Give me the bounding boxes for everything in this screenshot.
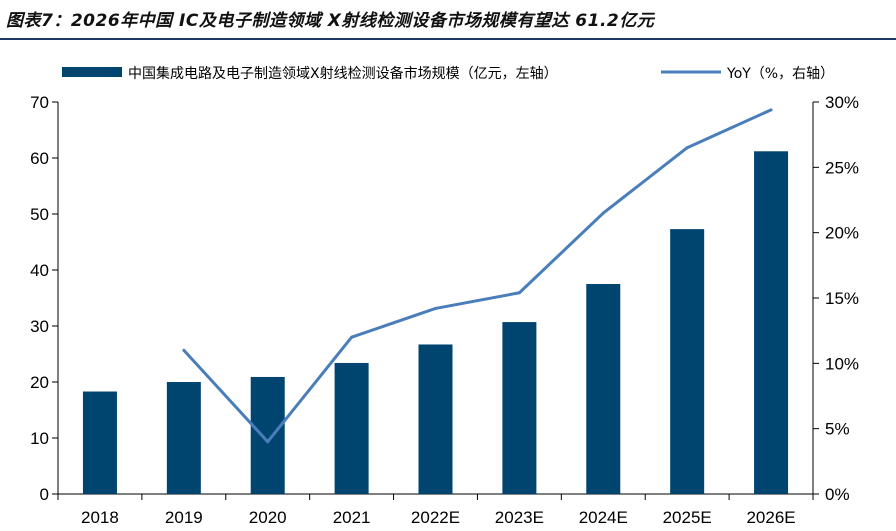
x-tick-label: 2024E — [579, 508, 628, 527]
bar — [418, 344, 453, 494]
x-tick-label: 2021 — [333, 508, 371, 527]
x-tick-label: 2020 — [249, 508, 287, 527]
figure-title: 图表7：2026年中国 IC及电子制造领域 X射线检测设备市场规模有望达 61.… — [6, 11, 655, 31]
bar — [82, 391, 117, 494]
plot-area: 0 10 20 30 40 50 60 70 0% 5% 10% 15% 20% 25% 30% 2018 20… — [30, 93, 859, 527]
y-left-tick-label: 50 — [30, 205, 49, 224]
yoy-point — [769, 108, 773, 112]
y-left-tick-label: 20 — [30, 373, 49, 392]
y-left-tick-label: 0 — [40, 485, 49, 504]
y-right-tick-label: 20% — [825, 224, 859, 243]
x-tick-label: 2025E — [663, 508, 712, 527]
legend-bar-swatch — [62, 67, 122, 77]
y-right-tick-label: 0% — [825, 485, 850, 504]
x-tick-label: 2019 — [165, 508, 203, 527]
yoy-point — [434, 306, 437, 310]
y-right-tick-label: 25% — [825, 158, 859, 177]
y-right-tick-label: 5% — [825, 420, 850, 439]
bar — [586, 284, 621, 494]
legend-bar-label: 中国集成电路及电子制造领域X射线检测设备市场规模（亿元，左轴） — [128, 65, 558, 82]
legend: 中国集成电路及电子制造领域X射线检测设备市场规模（亿元，左轴） YoY（%，右轴… — [62, 65, 834, 82]
x-tick-label: 2026E — [746, 508, 795, 527]
x-tick-label: 2022E — [411, 508, 460, 527]
legend-line-label: YoY（%，右轴） — [726, 66, 834, 82]
y-left-tick-label: 60 — [30, 149, 49, 168]
bar — [250, 376, 285, 494]
bar — [754, 151, 789, 494]
yoy-point — [266, 440, 270, 444]
y-left-tick-label: 40 — [30, 261, 49, 280]
yoy-point — [182, 348, 186, 352]
y-right-tick-label: 30% — [825, 93, 859, 112]
y-left-tick-label: 10 — [30, 429, 49, 448]
x-tick-label: 2023E — [495, 508, 544, 527]
y-left-tick-label: 70 — [30, 93, 49, 112]
yoy-point — [350, 335, 354, 339]
y-right-tick-label: 15% — [825, 289, 859, 308]
bar — [334, 362, 369, 494]
yoy-point — [685, 146, 689, 150]
bar — [166, 382, 201, 494]
bar — [502, 322, 537, 494]
y-right-tick-label: 10% — [825, 354, 859, 373]
yoy-point — [601, 211, 605, 215]
x-tick-label: 2018 — [81, 508, 119, 527]
yoy-point — [517, 291, 521, 295]
title-rule — [0, 38, 896, 40]
yoy-line — [182, 108, 772, 444]
y-left-tick-label: 30 — [30, 317, 49, 336]
bar — [670, 229, 705, 494]
